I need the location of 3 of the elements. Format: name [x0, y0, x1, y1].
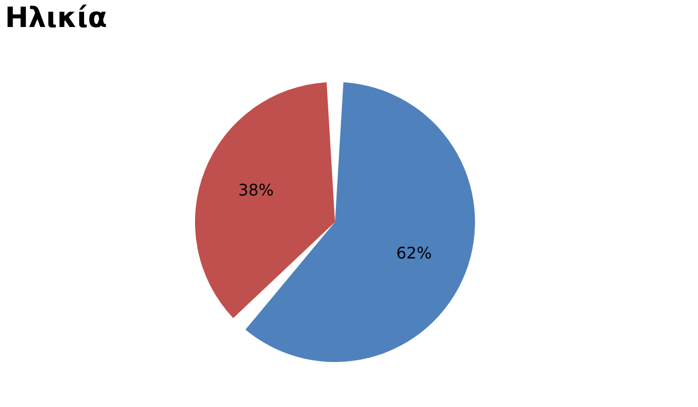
data-label: 38%	[238, 180, 274, 200]
chart-title: Ηλικία	[5, 1, 108, 34]
data-label: 62%	[396, 243, 432, 262]
